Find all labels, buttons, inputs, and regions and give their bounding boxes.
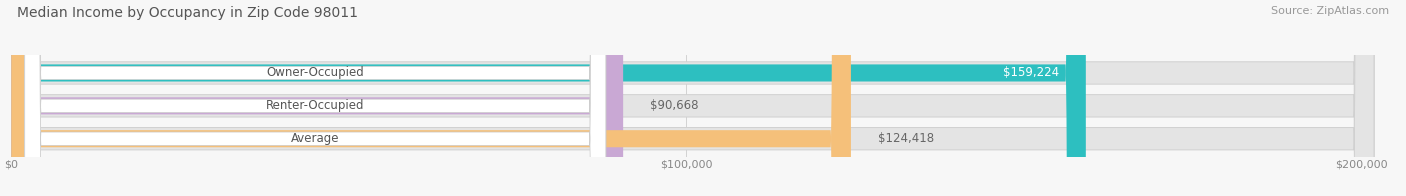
FancyBboxPatch shape bbox=[11, 0, 851, 196]
Text: $159,224: $159,224 bbox=[1002, 66, 1059, 79]
FancyBboxPatch shape bbox=[25, 0, 606, 196]
FancyBboxPatch shape bbox=[11, 0, 1085, 196]
FancyBboxPatch shape bbox=[25, 0, 606, 196]
FancyBboxPatch shape bbox=[11, 0, 1374, 196]
FancyBboxPatch shape bbox=[11, 0, 623, 196]
Text: Median Income by Occupancy in Zip Code 98011: Median Income by Occupancy in Zip Code 9… bbox=[17, 6, 359, 20]
Text: $90,668: $90,668 bbox=[650, 99, 699, 112]
Text: $124,418: $124,418 bbox=[877, 132, 934, 145]
FancyBboxPatch shape bbox=[11, 0, 1374, 196]
Text: Renter-Occupied: Renter-Occupied bbox=[266, 99, 364, 112]
Text: Average: Average bbox=[291, 132, 339, 145]
FancyBboxPatch shape bbox=[11, 0, 1374, 196]
Text: Owner-Occupied: Owner-Occupied bbox=[266, 66, 364, 79]
FancyBboxPatch shape bbox=[25, 0, 606, 196]
Text: Source: ZipAtlas.com: Source: ZipAtlas.com bbox=[1271, 6, 1389, 16]
